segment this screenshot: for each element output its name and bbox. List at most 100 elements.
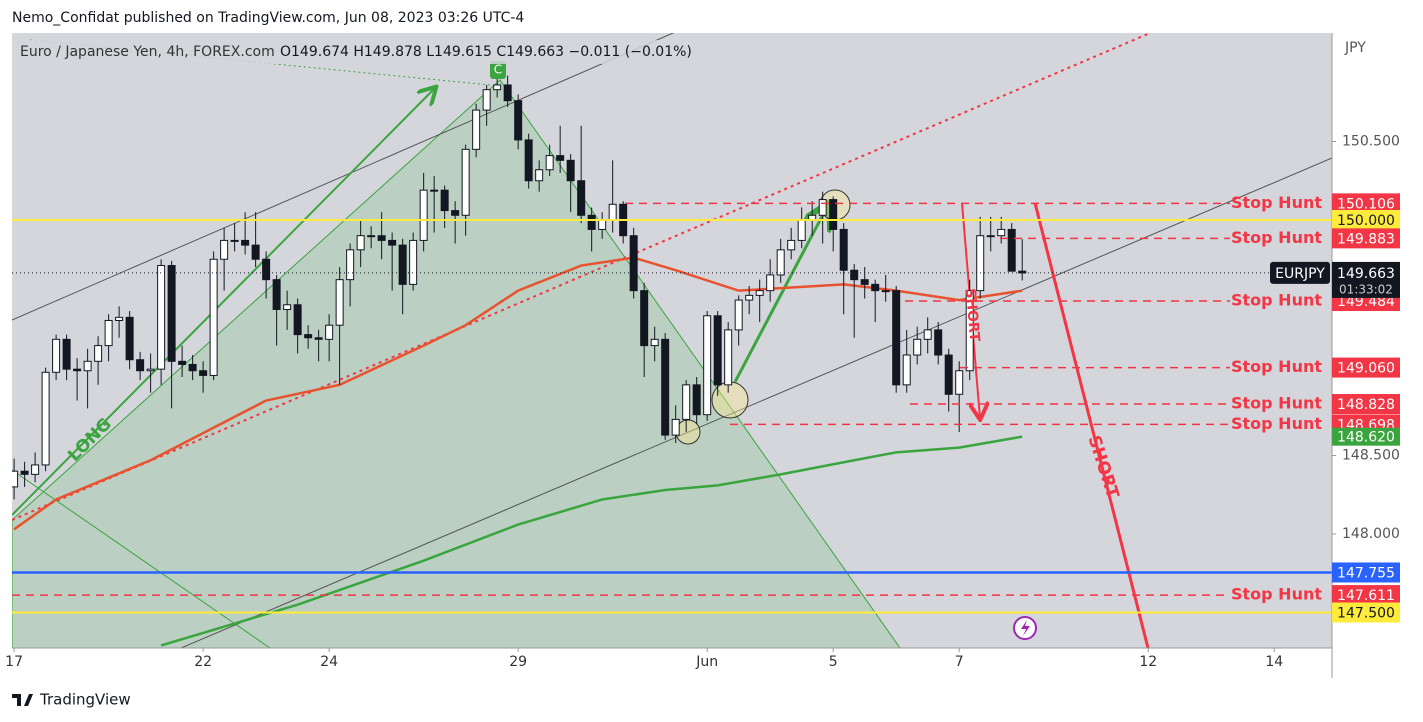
price-box-label: 147.500 — [1337, 606, 1395, 622]
channel-lower — [179, 157, 1332, 648]
candle-body — [115, 316, 124, 321]
indicator-box-label: 148.620 — [1337, 430, 1395, 446]
candle-body — [272, 279, 281, 310]
price-box-label: 150.106 — [1337, 196, 1395, 212]
candle-body — [682, 384, 691, 420]
x-tick-label: 22 — [194, 654, 212, 670]
candle-body — [398, 244, 407, 285]
candle-body — [955, 370, 964, 395]
candle-body — [451, 210, 460, 216]
candle-body — [703, 315, 712, 416]
candle-body — [136, 359, 145, 372]
footer: TradingView — [39, 691, 131, 709]
candle-body — [850, 269, 859, 281]
candle-body — [167, 265, 176, 362]
price-box — [1332, 602, 1400, 623]
tv-logo — [12, 694, 33, 706]
candle-body — [367, 235, 376, 238]
candle-body — [430, 189, 439, 192]
candle-body — [325, 324, 334, 340]
candle-body — [881, 290, 890, 293]
stop-hunt-label: Stop Hunt — [1231, 193, 1322, 212]
price-box — [1332, 193, 1400, 214]
candle-body — [913, 338, 922, 356]
candle-body — [545, 155, 554, 171]
countdown: 01:33:02 — [1339, 282, 1393, 296]
moving-average — [160, 435, 1023, 647]
candle-body — [241, 239, 250, 246]
y-tick-label: 148.500 — [1342, 448, 1400, 464]
candle-body — [314, 337, 323, 340]
channel-upper — [12, 33, 675, 321]
x-tick-label: 14 — [1265, 654, 1283, 670]
candle-body — [104, 319, 113, 347]
stop-hunt-label: Stop Hunt — [1231, 228, 1322, 247]
x-tick-label: 5 — [829, 654, 838, 670]
last-price-label: 149.663 — [1337, 266, 1395, 282]
candle-body — [293, 304, 302, 336]
candle-body — [461, 148, 470, 216]
header: Nemo_Confidat published on TradingView.c… — [12, 10, 524, 26]
candle-body — [482, 89, 491, 111]
candle-body — [20, 470, 29, 475]
candle-body — [335, 279, 344, 326]
candle-body — [188, 363, 197, 372]
candle-body — [650, 338, 659, 347]
short-line — [1033, 202, 1150, 648]
long-arrow — [12, 88, 435, 516]
marker-box — [490, 61, 506, 79]
price-box — [1332, 394, 1400, 415]
price-box-label: 148.828 — [1337, 397, 1395, 413]
price-box-label: 147.611 — [1337, 588, 1395, 604]
candle-body — [419, 189, 428, 241]
candle-body — [283, 304, 292, 310]
candle-body — [734, 299, 743, 331]
candle-body — [220, 239, 229, 260]
candle-body — [944, 354, 953, 395]
legend-bg — [14, 40, 674, 64]
candle-body — [976, 235, 985, 292]
currency: JPY — [1344, 40, 1366, 56]
legend-ohlc: O149.674 H149.878 L149.615 C149.663 −0.0… — [280, 44, 692, 60]
price-box-label: 147.755 — [1337, 565, 1395, 581]
price-box — [1332, 585, 1400, 606]
candle-body — [472, 109, 481, 150]
candle-body — [1007, 228, 1016, 272]
price-box-label: 149.060 — [1337, 361, 1395, 377]
candle-body — [860, 279, 869, 285]
candle-body — [892, 290, 901, 386]
candle-body — [713, 315, 722, 386]
candle-body — [209, 258, 218, 376]
footer-bg — [0, 678, 1423, 722]
candle-body — [986, 235, 995, 238]
last-price-box — [1332, 261, 1400, 298]
stop-hunt-label: Stop Hunt — [1231, 357, 1322, 376]
y-tick-label: 150.500 — [1342, 133, 1400, 149]
candle-body — [356, 235, 365, 251]
candle-body — [514, 100, 523, 141]
candle-body — [178, 360, 187, 365]
price-box — [1332, 209, 1400, 230]
candle-body — [31, 464, 40, 475]
candle-body — [73, 368, 82, 372]
price-box-label: 149.484 — [1337, 294, 1395, 310]
candle-body — [724, 329, 733, 386]
plot-background — [12, 33, 1332, 648]
candle-body — [661, 338, 670, 436]
candle-body — [12, 470, 19, 488]
candle-body — [62, 338, 71, 370]
moving-average — [13, 256, 1023, 531]
candle-body — [388, 239, 397, 246]
x-tick-label: Jun — [695, 654, 718, 670]
candle-body — [346, 249, 355, 281]
candle-body — [629, 235, 638, 292]
price-box-label: 149.883 — [1337, 231, 1395, 247]
x-tick-label: 7 — [955, 654, 964, 670]
candle-body — [251, 244, 260, 260]
candle-body — [83, 360, 92, 372]
candle-body — [566, 159, 575, 182]
candle-body — [41, 371, 50, 466]
indicator-box — [1332, 427, 1400, 446]
candle-body — [409, 239, 418, 285]
candle-body — [934, 329, 943, 356]
